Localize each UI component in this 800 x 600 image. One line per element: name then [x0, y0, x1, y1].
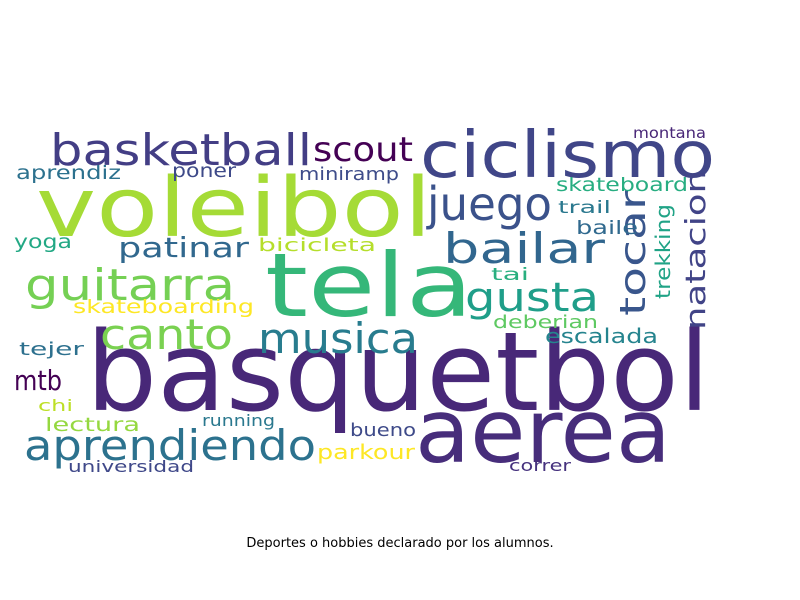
word-chi: chi	[38, 396, 73, 415]
word-poner: poner	[172, 160, 236, 182]
word-tocar: tocar	[613, 190, 654, 316]
figure-caption: Deportes o hobbies declarado por los alu…	[246, 536, 554, 551]
word-tela: tela	[265, 234, 473, 337]
word-aerea: aerea	[415, 380, 671, 483]
word-musica: musica	[258, 314, 418, 363]
word-parkour: parkour	[317, 440, 416, 464]
word-basquetbol: basquetbol	[86, 308, 710, 436]
word-bueno: bueno	[350, 420, 416, 441]
word-deberian: deberian	[493, 312, 598, 333]
word-guitarra: guitarra	[25, 260, 235, 311]
word-aprendiz: aprendiz	[16, 162, 121, 184]
word-aprendiendo: aprendiendo	[24, 421, 316, 470]
word-skateboarding: skateboarding	[73, 296, 254, 318]
word-running: running	[202, 411, 275, 430]
word-basketball: basketball	[50, 125, 312, 176]
word-gusta: gusta	[465, 275, 599, 321]
word-skateboard: skateboard	[556, 174, 688, 196]
word-juego: juego	[426, 177, 552, 231]
word-lectura: lectura	[45, 414, 140, 436]
word-trail: trail	[558, 198, 611, 218]
word-mtb: mtb	[14, 364, 62, 397]
word-tai: tai	[491, 265, 529, 285]
word-baile: baile	[576, 217, 638, 239]
word-yoga: yoga	[14, 231, 72, 253]
word-universidad: universidad	[68, 457, 194, 476]
word-natacion: natacion	[679, 170, 712, 330]
word-tejer: tejer	[19, 339, 85, 360]
word-montana: montana	[633, 124, 706, 142]
word-escalada: escalada	[545, 324, 658, 348]
word-correr: correr	[509, 456, 572, 475]
word-canto: canto	[100, 310, 233, 359]
word-patinar: patinar	[118, 231, 250, 264]
word-bailar: bailar	[443, 224, 606, 273]
word-miniramp: miniramp	[299, 164, 399, 185]
word-voleibol: voleibol	[36, 161, 432, 256]
word-scout: scout	[313, 130, 413, 170]
word-ciclismo: ciclismo	[420, 119, 715, 193]
word-trekking: trekking	[651, 204, 675, 299]
word-bicicleta: bicicleta	[258, 235, 376, 256]
